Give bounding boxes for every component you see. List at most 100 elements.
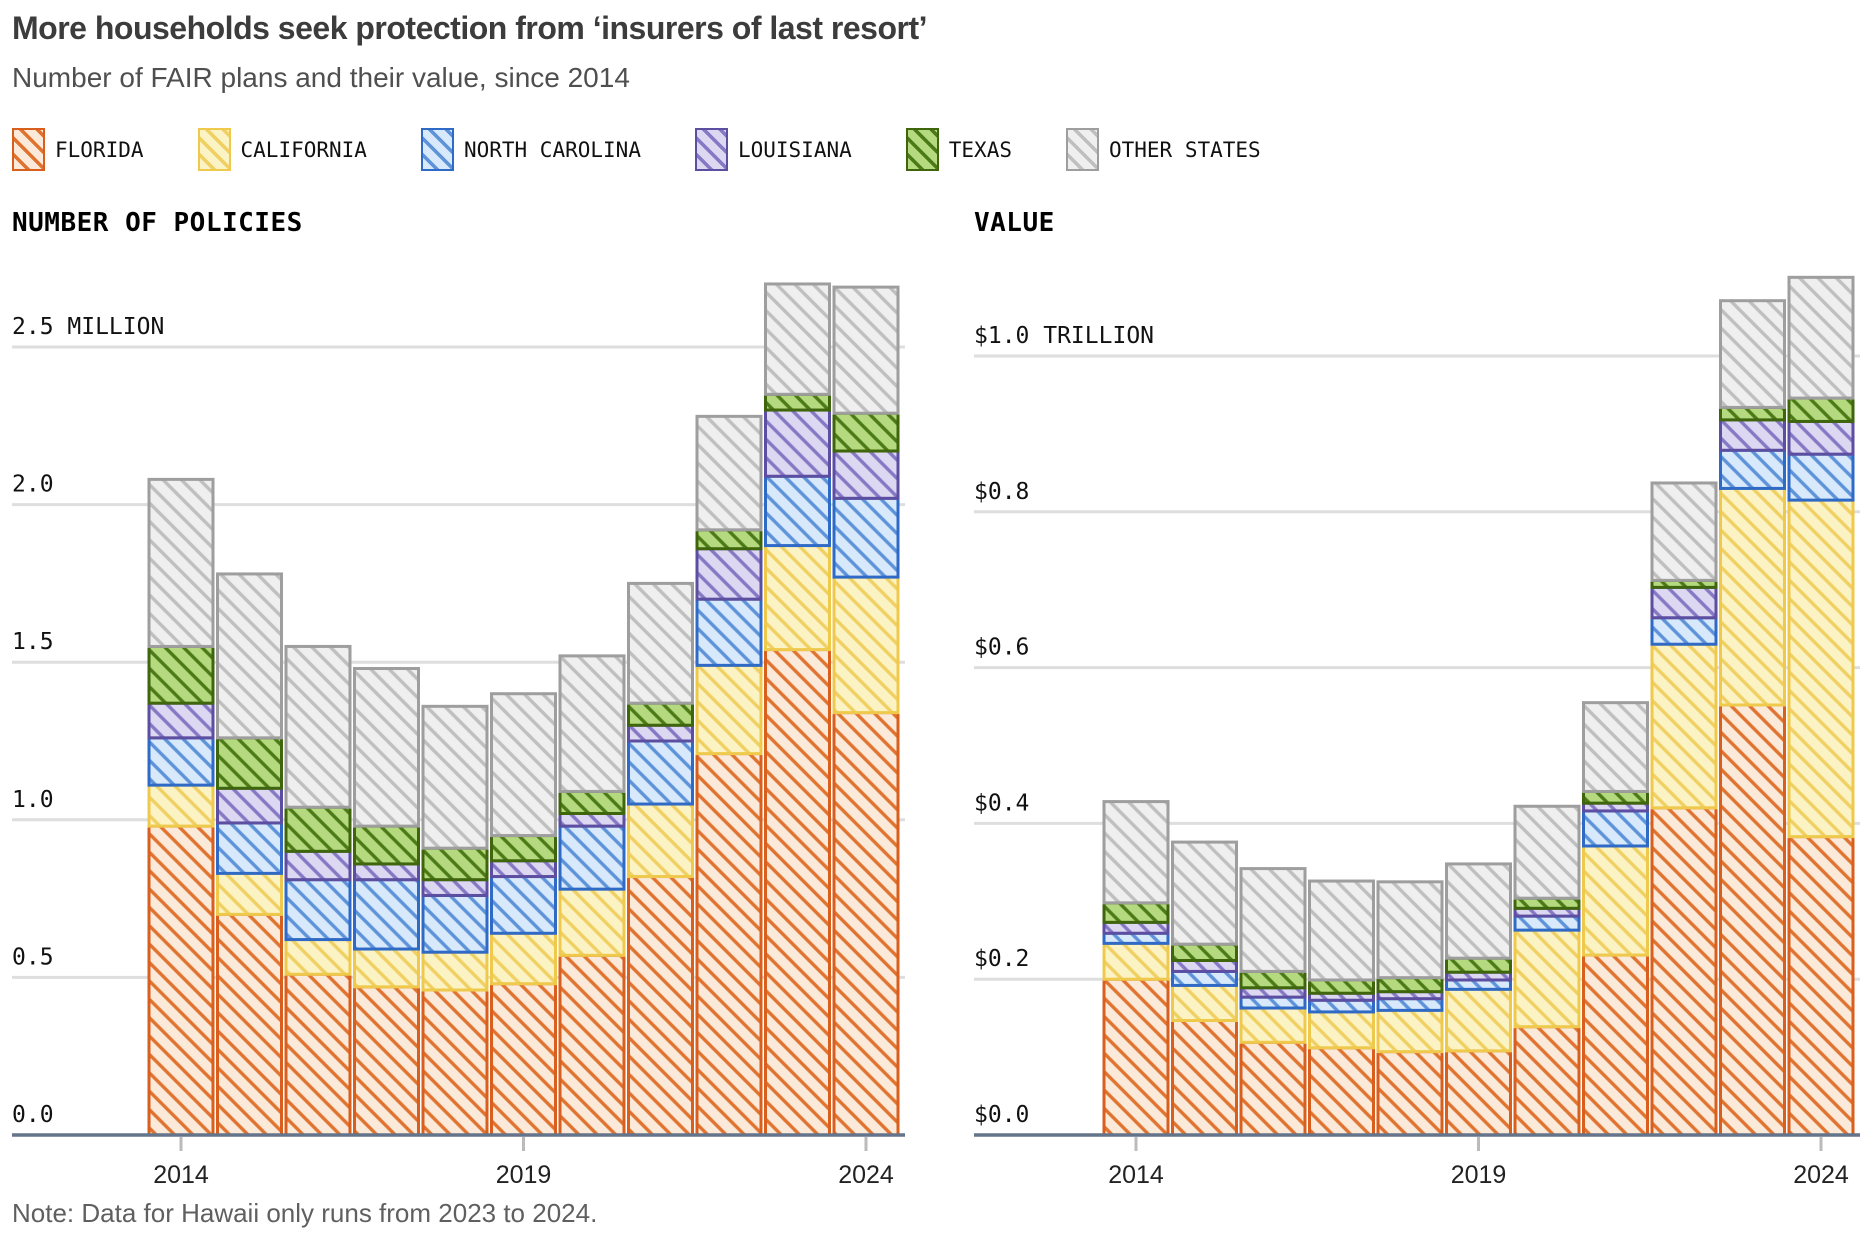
- bar-segment-2018-north_carolina: [1376, 997, 1444, 1012]
- y-axis-label: $0.4: [974, 790, 1029, 816]
- y-axis-label: $0.0: [974, 1102, 1029, 1128]
- bar-segment-2022-louisiana: [695, 547, 763, 601]
- bar-segment-2017-other_states: [353, 667, 420, 828]
- bar-segment-2014-california: [147, 783, 215, 828]
- bar-segment-2016-north_carolina: [284, 878, 352, 942]
- x-axis-label: 2019: [496, 1161, 552, 1189]
- bar-segment-2016-other_states: [1239, 867, 1307, 973]
- bar-segment-2021-louisiana: [627, 723, 694, 743]
- bar-segment-2023-florida: [1719, 703, 1786, 1137]
- bar-segment-2023-north_carolina: [764, 474, 831, 548]
- bar-segment-2020-other_states: [1513, 804, 1581, 900]
- bar-segment-2024-florida: [832, 711, 900, 1137]
- bar-segment-2016-north_carolina: [1239, 995, 1307, 1010]
- california-swatch-icon: [197, 128, 231, 171]
- legend-label: TEXAS: [948, 137, 1012, 162]
- bar-segment-2022-california: [1650, 642, 1718, 810]
- bar-segment-2015-louisiana: [1171, 959, 1238, 973]
- y-axis-label: 0.0: [12, 1102, 54, 1128]
- bar-segment-2024-louisiana: [1787, 419, 1855, 456]
- bar-segment-2021-texas: [1582, 789, 1649, 805]
- legend-label: OTHER STATES: [1108, 137, 1261, 162]
- bar-segment-2016-texas: [1239, 969, 1307, 990]
- bar-segment-2023-texas: [764, 392, 831, 412]
- bar-segment-2021-north_carolina: [1582, 809, 1649, 848]
- bar-segment-2021-north_carolina: [627, 739, 694, 806]
- bar-segment-2017-florida: [1308, 1046, 1375, 1137]
- bar-segment-2019-california: [1445, 987, 1512, 1053]
- bar-segment-2024-texas: [832, 411, 900, 453]
- legend-label: CALIFORNIA: [240, 137, 367, 162]
- x-axis-label: 2014: [153, 1161, 209, 1189]
- bar-segment-2020-california: [558, 887, 626, 957]
- y-axis-label: $0.6: [974, 635, 1029, 661]
- bar-segment-2021-california: [1582, 844, 1649, 957]
- other_states-swatch-icon: [1065, 128, 1099, 171]
- left-chart-title: NUMBER OF POLICIES: [12, 208, 303, 238]
- y-axis-label: 2.0: [12, 472, 54, 498]
- north_carolina-swatch-icon: [420, 128, 454, 171]
- bar-segment-2016-florida: [284, 972, 352, 1137]
- bar-segment-2020-california: [1513, 928, 1581, 1029]
- legend: FLORIDA CALIFORNIA NORTH CAROLINA LOUISIANA…: [12, 128, 1261, 171]
- bar-segment-2017-texas: [1308, 978, 1375, 995]
- bar-segment-2024-california: [1787, 498, 1855, 839]
- bar-segment-2022-north_carolina: [1650, 616, 1718, 646]
- bar-segment-2015-other_states: [1171, 840, 1238, 946]
- page-title: More households seek protection from ‘in…: [12, 10, 927, 46]
- bar-segment-2017-other_states: [1308, 879, 1375, 982]
- legend-item-texas: TEXAS: [905, 128, 1012, 171]
- legend-item-north_carolina: NORTH CAROLINA: [420, 128, 641, 171]
- bar-segment-2015-other_states: [216, 572, 283, 740]
- bar-segment-2015-texas: [1171, 942, 1238, 963]
- bar-segment-2014-florida: [147, 824, 215, 1137]
- y-axis-label: 2.5 MILLION: [12, 314, 164, 340]
- legend-item-louisiana: LOUISIANA: [694, 128, 852, 171]
- value-chart: $0.0 $0.2 $0.4 $0.6 $0.8 $1.0 TRILLION 2014 201…: [974, 275, 1860, 1189]
- bar-segment-2024-louisiana: [832, 449, 900, 500]
- y-axis-label: 1.5: [12, 629, 54, 655]
- louisiana-swatch-icon: [694, 128, 728, 171]
- bar-segment-2021-florida: [1582, 953, 1649, 1137]
- bar-segment-2021-california: [627, 802, 694, 879]
- bar-segment-2024-other_states: [1787, 275, 1855, 400]
- bar-segment-2018-florida: [421, 988, 489, 1137]
- bar-segment-2014-louisiana: [1102, 920, 1170, 935]
- bar-segment-2017-texas: [353, 824, 420, 866]
- bar-segment-2016-california: [284, 938, 352, 976]
- bar-segment-2019-north_carolina: [490, 875, 557, 935]
- bar-segment-2019-other_states: [1445, 862, 1512, 960]
- bar-segment-2020-other_states: [558, 654, 626, 793]
- bar-segment-2019-texas: [490, 834, 557, 863]
- bar-segment-2022-louisiana: [1650, 585, 1718, 620]
- bar-segment-2017-north_carolina: [353, 878, 420, 951]
- legend-label: NORTH CAROLINA: [463, 137, 641, 162]
- bar-segment-2014-california: [1102, 941, 1170, 981]
- bar-segment-2022-texas: [695, 528, 763, 551]
- bar-segment-2022-north_carolina: [695, 597, 763, 667]
- bar-segment-2015-california: [1171, 983, 1238, 1022]
- bar-segment-2019-other_states: [490, 692, 557, 838]
- bar-segment-2015-louisiana: [216, 786, 283, 825]
- legend-item-other_states: OTHER STATES: [1065, 128, 1261, 171]
- bar-segment-2019-texas: [1445, 956, 1512, 974]
- bar-segment-2015-california: [216, 871, 283, 916]
- y-axis-label: 0.5: [12, 944, 54, 970]
- y-axis-label: 1.0: [12, 787, 54, 813]
- right-chart-title: VALUE: [974, 208, 1055, 238]
- legend-item-florida: FLORIDA: [12, 128, 144, 171]
- page-subtitle: Number of FAIR plans and their value, si…: [12, 62, 630, 93]
- y-axis-label: $0.8: [974, 479, 1029, 505]
- bar-segment-2020-louisiana: [558, 811, 626, 828]
- bar-segment-2024-other_states: [832, 285, 900, 415]
- bar-segment-2021-texas: [627, 701, 694, 727]
- footnote: Note: Data for Hawaii only runs from 202…: [12, 1198, 598, 1228]
- bar-segment-2014-texas: [1102, 901, 1170, 924]
- bar-segment-2020-florida: [1513, 1025, 1581, 1137]
- bar-segment-2020-florida: [558, 953, 626, 1137]
- y-axis-label: $1.0 TRILLION: [974, 323, 1154, 349]
- bar-segment-2020-north_carolina: [558, 824, 626, 891]
- bar-segment-2022-other_states: [1650, 481, 1718, 582]
- bar-segment-2014-north_carolina: [1102, 931, 1170, 945]
- florida-swatch-icon: [12, 128, 45, 171]
